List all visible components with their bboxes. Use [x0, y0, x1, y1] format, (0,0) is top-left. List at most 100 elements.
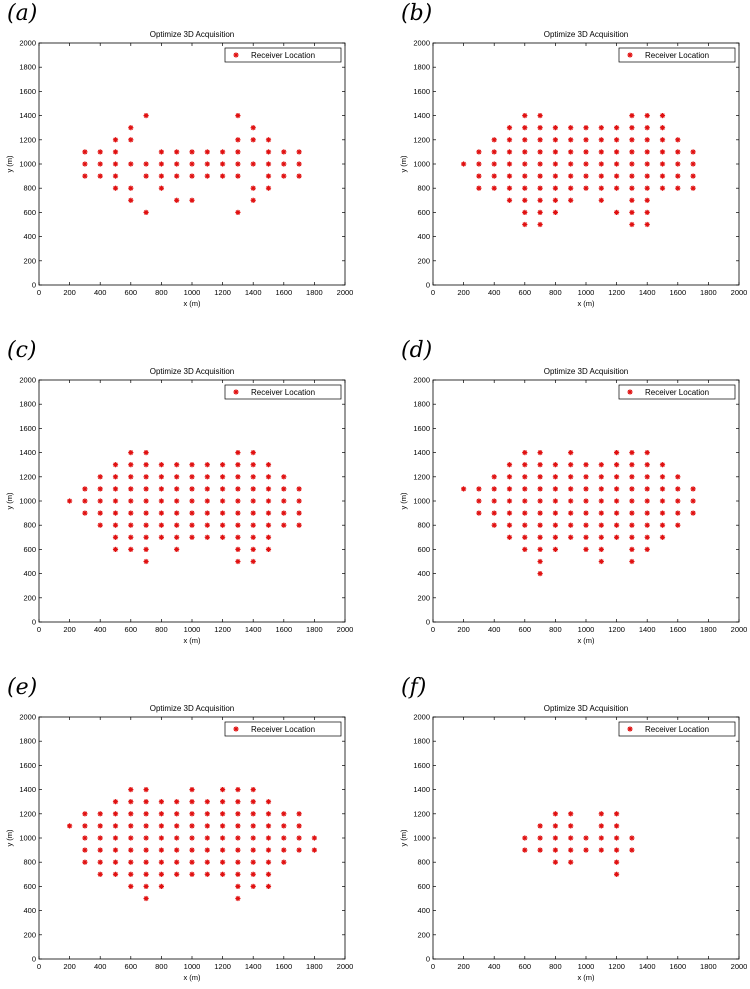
x-tick-label: 2000: [731, 288, 748, 297]
receiver-marker: [690, 185, 696, 191]
receiver-marker: [97, 835, 103, 841]
receiver-marker: [174, 510, 180, 516]
receiver-marker: [583, 847, 589, 853]
receiver-marker: [537, 209, 543, 215]
receiver-marker: [235, 474, 241, 480]
receiver-marker: [265, 522, 272, 528]
receiver-marker: [614, 185, 620, 191]
receiver-marker: [629, 534, 635, 540]
receiver-marker: [598, 510, 604, 516]
receiver-marker: [614, 450, 620, 456]
receiver-marker: [281, 859, 287, 865]
x-tick-label: 800: [549, 962, 562, 971]
receiver-marker: [143, 462, 149, 468]
receiver-marker: [568, 474, 574, 480]
receiver-marker: [112, 474, 119, 480]
receiver-marker: [583, 125, 589, 131]
receiver-marker: [97, 161, 103, 167]
receiver-marker: [235, 137, 241, 143]
receiver-marker: [204, 474, 210, 480]
receiver-marker: [250, 137, 256, 143]
x-tick-label: 800: [549, 625, 562, 634]
receiver-marker: [598, 835, 604, 841]
receiver-marker: [629, 510, 635, 516]
receiver-marker: [82, 510, 88, 516]
receiver-marker: [537, 571, 543, 577]
legend-marker: [627, 389, 633, 395]
receiver-marker: [143, 209, 149, 215]
legend-label: Receiver Location: [645, 388, 709, 397]
legend-label: Receiver Location: [645, 725, 709, 734]
legend-label: Receiver Location: [251, 725, 315, 734]
receiver-marker: [220, 534, 226, 540]
x-tick-label: 1000: [184, 288, 201, 297]
receiver-marker: [506, 522, 513, 528]
receiver-marker: [598, 161, 604, 167]
x-tick-label: 1200: [608, 288, 625, 297]
y-tick-label: 400: [417, 569, 430, 578]
receiver-marker: [629, 125, 635, 131]
x-tick-label: 800: [155, 625, 168, 634]
receiver-marker: [220, 847, 226, 853]
receiver-marker: [476, 498, 482, 504]
receiver-marker: [128, 474, 134, 480]
receiver-marker: [265, 883, 272, 889]
x-tick-label: 200: [457, 625, 470, 634]
receiver-marker: [143, 498, 149, 504]
receiver-marker: [568, 811, 574, 817]
receiver-marker: [112, 811, 119, 817]
receiver-marker: [220, 498, 226, 504]
receiver-marker: [629, 546, 635, 552]
receiver-marker: [235, 510, 241, 516]
receiver-marker: [204, 522, 210, 528]
receiver-marker: [128, 450, 134, 456]
receiver-marker: [235, 498, 241, 504]
receiver-marker: [235, 546, 241, 552]
y-tick-label: 1600: [413, 87, 430, 96]
receiver-marker: [644, 137, 650, 143]
receiver-marker: [204, 835, 210, 841]
receiver-marker: [220, 149, 226, 155]
receiver-marker: [82, 149, 88, 155]
receiver-marker: [250, 498, 256, 504]
receiver-marker: [158, 534, 164, 540]
y-tick-label: 1200: [19, 472, 36, 481]
receiver-marker: [204, 173, 210, 179]
x-tick-label: 200: [457, 288, 470, 297]
receiver-marker: [189, 197, 195, 203]
y-tick-label: 600: [23, 208, 36, 217]
y-tick-label: 400: [23, 569, 36, 578]
receiver-marker: [189, 486, 195, 492]
legend-marker: [627, 726, 633, 732]
receiver-marker: [629, 486, 635, 492]
receiver-marker: [522, 185, 528, 191]
y-tick-label: 800: [23, 858, 36, 867]
receiver-marker: [97, 474, 103, 480]
x-tick-label: 800: [155, 288, 168, 297]
receiver-marker: [644, 534, 650, 540]
receiver-marker: [537, 823, 543, 829]
receiver-marker: [598, 522, 604, 528]
x-tick-label: 800: [155, 962, 168, 971]
receiver-marker: [629, 835, 635, 841]
receiver-marker: [67, 498, 73, 504]
x-tick-label: 1200: [214, 288, 231, 297]
receiver-marker: [537, 137, 543, 143]
y-tick-label: 400: [417, 906, 430, 915]
receiver-marker: [552, 173, 558, 179]
receiver-marker: [281, 510, 287, 516]
x-tick-label: 0: [431, 962, 435, 971]
receiver-marker: [265, 137, 272, 143]
receiver-marker: [659, 185, 666, 191]
receiver-marker: [235, 883, 241, 889]
receiver-marker: [220, 474, 226, 480]
receiver-marker: [174, 486, 180, 492]
chart-title: Optimize 3D Acquisition: [150, 704, 234, 713]
receiver-marker: [204, 811, 210, 817]
receiver-marker: [583, 546, 589, 552]
chart-panel: (f) Optimize 3D Acquisition 0 200 400 600 800 1…: [399, 675, 747, 982]
receiver-marker: [250, 462, 256, 468]
y-tick-label: 1600: [19, 87, 36, 96]
receiver-marker: [235, 149, 241, 155]
x-tick-label: 400: [488, 625, 501, 634]
